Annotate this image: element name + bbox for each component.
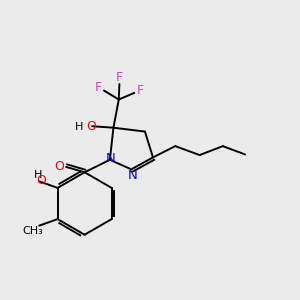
- Text: N: N: [128, 169, 137, 182]
- Text: H: H: [75, 122, 84, 132]
- Text: F: F: [94, 81, 101, 94]
- Text: O: O: [37, 174, 46, 187]
- Text: H: H: [34, 170, 42, 180]
- Text: CH₃: CH₃: [22, 226, 43, 236]
- Text: O: O: [55, 160, 64, 173]
- Text: O: O: [86, 120, 96, 133]
- Text: N: N: [106, 152, 115, 165]
- Text: F: F: [116, 71, 123, 84]
- Text: F: F: [136, 84, 144, 97]
